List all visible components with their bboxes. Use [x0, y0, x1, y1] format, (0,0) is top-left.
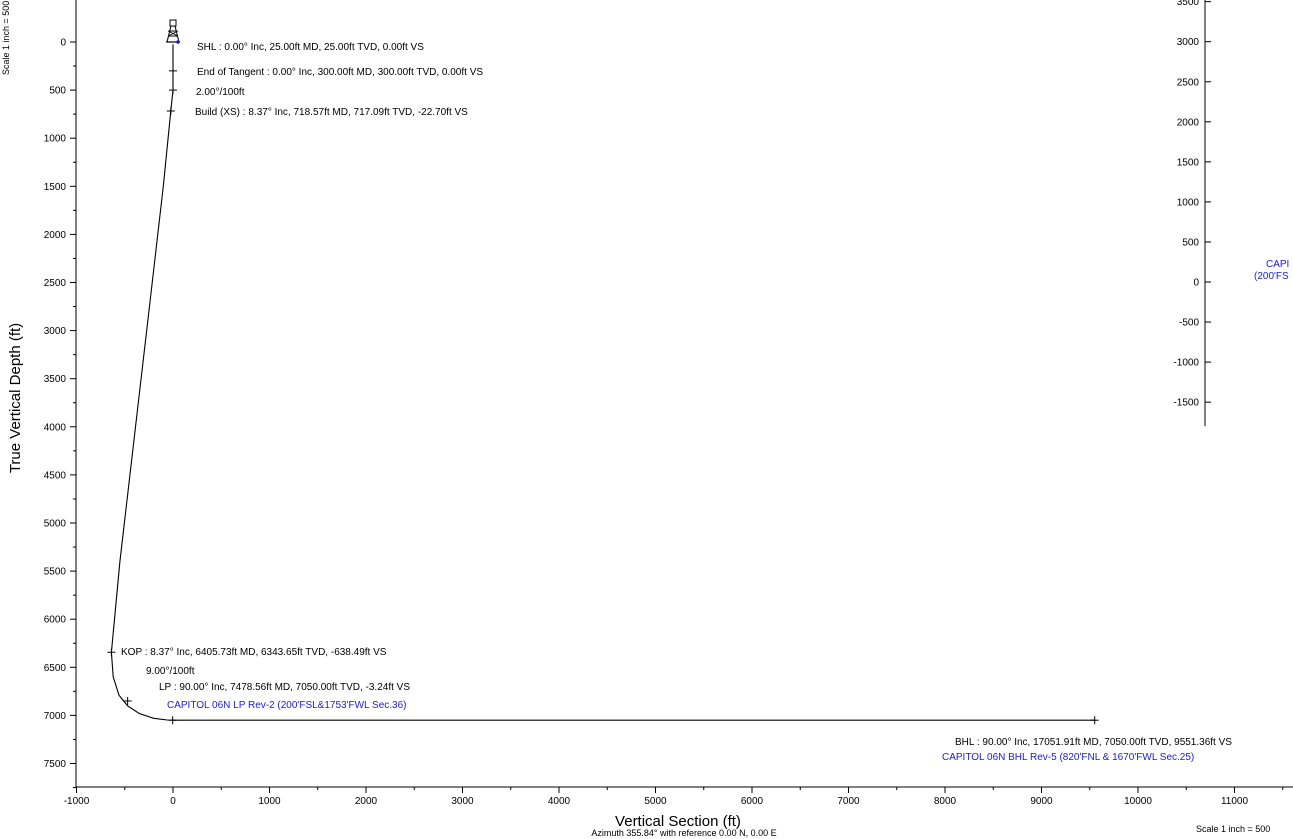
x-tick-label: 4000 — [548, 796, 571, 807]
y-tick-label: 1500 — [44, 182, 67, 193]
inset-y-tick-label: 3000 — [1177, 37, 1200, 48]
y-tick-label: 7500 — [44, 759, 67, 770]
trajectory-marker-3 — [107, 648, 116, 657]
annotation-shl: SHL : 0.00° Inc, 25.00ft MD, 25.00ft TVD… — [197, 42, 424, 53]
annotation-end-of-tangent: End of Tangent : 0.00° Inc, 300.00ft MD,… — [197, 67, 483, 78]
annotation-turn-rate: 9.00°/100ft — [146, 666, 195, 677]
inset-y-tick-label: 1500 — [1177, 157, 1200, 168]
x-tick-label: 1000 — [258, 796, 281, 807]
trajectory-marker-1 — [169, 86, 177, 95]
annotation-lp-target: CAPITOL 06N LP Rev-2 (200'FSL&1753'FWL S… — [167, 700, 407, 711]
annotation-kop: KOP : 8.37° Inc, 6405.73ft MD, 6343.65ft… — [121, 647, 387, 658]
inset-y-tick-label: 1000 — [1177, 197, 1200, 208]
trajectory-marker-0 — [169, 66, 177, 75]
inset-label-target-name: CAPI — [1266, 259, 1289, 270]
shl-point — [176, 40, 180, 44]
inset-y-tick-label: 2000 — [1177, 117, 1200, 128]
y-tick-label: 500 — [49, 86, 66, 97]
inset-y-tick-label: 2500 — [1177, 77, 1200, 88]
y-tick-label: 4500 — [44, 470, 67, 481]
rig-icon — [166, 19, 180, 43]
x-axis-title: Vertical Section (ft) — [615, 813, 741, 830]
annotation-bhl: BHL : 90.00° Inc, 17051.91ft MD, 7050.00… — [955, 737, 1232, 748]
annotation-build-rate: 2.00°/100ft — [196, 87, 245, 98]
x-tick-label: 8000 — [934, 796, 957, 807]
x-tick-label: 7000 — [837, 796, 860, 807]
inset-y-tick-label: 3500 — [1177, 0, 1200, 8]
y-tick-label: 1000 — [44, 134, 67, 145]
annotation-build-xs: Build (XS) : 8.37° Inc, 718.57ft MD, 717… — [195, 107, 468, 118]
x-tick-label: 5000 — [644, 796, 667, 807]
well-trajectory-line — [110, 44, 1095, 721]
x-tick-label: 2000 — [355, 796, 378, 807]
y-tick-label: 6500 — [44, 663, 67, 674]
annotation-lp: LP : 90.00° Inc, 7478.56ft MD, 7050.00ft… — [159, 682, 410, 693]
y-tick-label: 5500 — [44, 567, 67, 578]
trajectory-marker-5 — [168, 716, 177, 725]
azimuth-subtitle: Azimuth 355.84° with reference 0.00 N, 0… — [591, 828, 776, 838]
scale-label-left: Scale 1 inch = 500 — [1, 1, 11, 75]
inset-y-tick-label: 500 — [1182, 237, 1199, 248]
x-tick-label: 11000 — [1221, 796, 1249, 807]
y-tick-label: 7000 — [44, 711, 67, 722]
annotation-bhl-target: CAPITOL 06N BHL Rev-5 (820'FNL & 1670'FW… — [942, 752, 1194, 763]
y-tick-label: 0 — [60, 38, 66, 49]
trajectory-marker-6 — [1090, 716, 1099, 725]
y-tick-label: 2500 — [44, 278, 67, 289]
x-tick-label: 9000 — [1030, 796, 1053, 807]
trajectory-marker-2 — [166, 106, 175, 115]
scale-label-bottom: Scale 1 inch = 500 — [1196, 824, 1270, 834]
y-tick-label: 6000 — [44, 615, 67, 626]
y-tick-label: 3000 — [44, 326, 67, 337]
inset-y-tick-label: -500 — [1179, 318, 1199, 329]
x-tick-label: 3000 — [451, 796, 474, 807]
inset-label-target-loc: (200'FS — [1254, 271, 1289, 282]
x-tick-label: -1000 — [64, 796, 90, 807]
y-tick-label: 5000 — [44, 519, 67, 530]
x-tick-label: 0 — [170, 796, 176, 807]
inset-y-tick-label: -1000 — [1173, 358, 1199, 369]
y-tick-label: 2000 — [44, 230, 67, 241]
x-tick-label: 6000 — [741, 796, 764, 807]
inset-y-tick-label: 0 — [1193, 278, 1199, 289]
y-tick-label: 3500 — [44, 374, 67, 385]
trajectory-marker-4 — [123, 696, 132, 705]
y-tick-label: 4000 — [44, 422, 67, 433]
x-tick-label: 10000 — [1124, 796, 1152, 807]
inset-y-tick-label: -1500 — [1173, 398, 1199, 409]
y-axis-title: True Vertical Depth (ft) — [7, 323, 24, 473]
